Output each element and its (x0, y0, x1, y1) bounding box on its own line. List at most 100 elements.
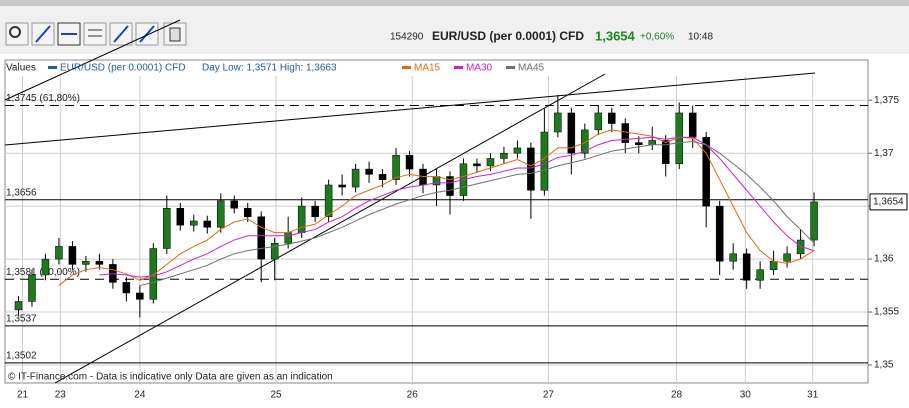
candle-body (203, 220, 212, 228)
candle-body (581, 129, 589, 154)
candle-body (257, 216, 265, 260)
candle-body (136, 292, 144, 300)
candle-body (405, 155, 414, 170)
legend-values: Values (6, 63, 36, 74)
y-tick-label: 1,355 (874, 307, 899, 318)
candle-body (41, 258, 50, 276)
candle-body (163, 208, 171, 249)
candle-body (378, 174, 387, 180)
time: 10:48 (688, 32, 713, 43)
last-price-label: 1,3654 (873, 197, 904, 208)
ma-line (58, 129, 815, 286)
ma-line (139, 141, 815, 287)
x-tick-label: 31 (807, 390, 819, 401)
candle-body (648, 140, 656, 145)
fibo-button[interactable] (83, 22, 107, 46)
channel-icon (113, 25, 129, 43)
code: 154290 (390, 32, 424, 43)
candle-body (122, 282, 131, 294)
candle-body (513, 147, 522, 154)
plot-area (4, 59, 869, 384)
candle-body (702, 137, 710, 207)
ma-line (99, 136, 815, 278)
candle-body (217, 200, 225, 228)
candle-body (473, 163, 481, 167)
candle-body (661, 140, 670, 165)
legend-swatch (48, 66, 57, 69)
erase-icon (139, 25, 155, 43)
candle-body (365, 168, 373, 175)
x-tick-label: 24 (134, 390, 146, 401)
candle-body (230, 200, 238, 209)
candle-body (446, 176, 454, 196)
level-label: 1,3745 (61,80%) (6, 93, 80, 104)
level-label: 1,3537 (6, 313, 37, 324)
candle-body (28, 274, 36, 302)
price: 1,3654 (595, 28, 636, 43)
candle-body (149, 248, 158, 300)
candle-body (500, 152, 508, 159)
legend-range: Day Low: 1,3571 High: 1,3663 (202, 63, 337, 74)
y-tick-label: 1,35 (874, 360, 894, 371)
legend-entry: MA45 (518, 63, 545, 74)
y-tick-label: 1,37 (874, 148, 894, 159)
candle-body (742, 253, 751, 281)
last-price-box (869, 193, 908, 211)
candle-body (95, 260, 104, 265)
candle-body (243, 208, 252, 217)
x-tick-label: 21 (17, 390, 29, 401)
candle-body (756, 269, 764, 281)
legend-entry: MA30 (466, 63, 493, 74)
legend-entry: MA15 (414, 63, 441, 74)
candle-body (324, 184, 333, 217)
candle-body (14, 301, 23, 311)
legend-swatch (402, 66, 411, 69)
candle-body (729, 253, 737, 262)
candle-body (311, 205, 319, 217)
legend-swatch (506, 66, 515, 69)
candle-body (810, 201, 818, 241)
candle-body (796, 239, 805, 255)
candle-body (540, 131, 549, 191)
zoom-icon (9, 26, 21, 38)
candle-body (284, 232, 292, 244)
candle-body (688, 112, 697, 138)
trend-line (54, 73, 606, 384)
legend-name: EUR/USD (per 0.0001) CFD (60, 63, 186, 74)
level-label: 1,3502 (6, 351, 37, 362)
top-strip (0, 0, 909, 6)
instrument: EUR/USD (per 0.0001) CFD (432, 29, 584, 43)
x-tick-label: 27 (543, 390, 555, 401)
trend-line (4, 19, 181, 101)
candle-body (392, 155, 400, 180)
level-label: 1,3656 (6, 187, 37, 198)
zoom-button[interactable] (5, 22, 29, 46)
candle-body (715, 205, 724, 262)
change: +0,60% (640, 32, 674, 43)
candle-body (486, 158, 495, 167)
candle-body (351, 168, 360, 188)
candle-body (554, 112, 562, 133)
candle-body (176, 208, 185, 226)
x-tick-label: 25 (270, 390, 282, 401)
candle-body (769, 260, 778, 270)
x-tick-label: 23 (55, 390, 67, 401)
candle-body (594, 112, 603, 131)
candle-body (55, 246, 63, 260)
line-icon (35, 25, 51, 43)
candle-body (635, 142, 643, 145)
toolbar-buttons (5, 22, 187, 46)
legend-swatch (454, 66, 463, 69)
candle-body (190, 220, 198, 226)
candle-body (270, 242, 279, 260)
candle-body (68, 246, 77, 265)
trend-line (4, 72, 816, 146)
candle-body (527, 147, 535, 191)
candle-body (82, 260, 90, 265)
candle-body (567, 112, 576, 154)
x-tick-label: 30 (740, 390, 752, 401)
footer: © IT-Finance.com - Data is indicative on… (8, 372, 333, 383)
x-tick-label: 26 (407, 390, 419, 401)
candle-body (338, 184, 346, 188)
